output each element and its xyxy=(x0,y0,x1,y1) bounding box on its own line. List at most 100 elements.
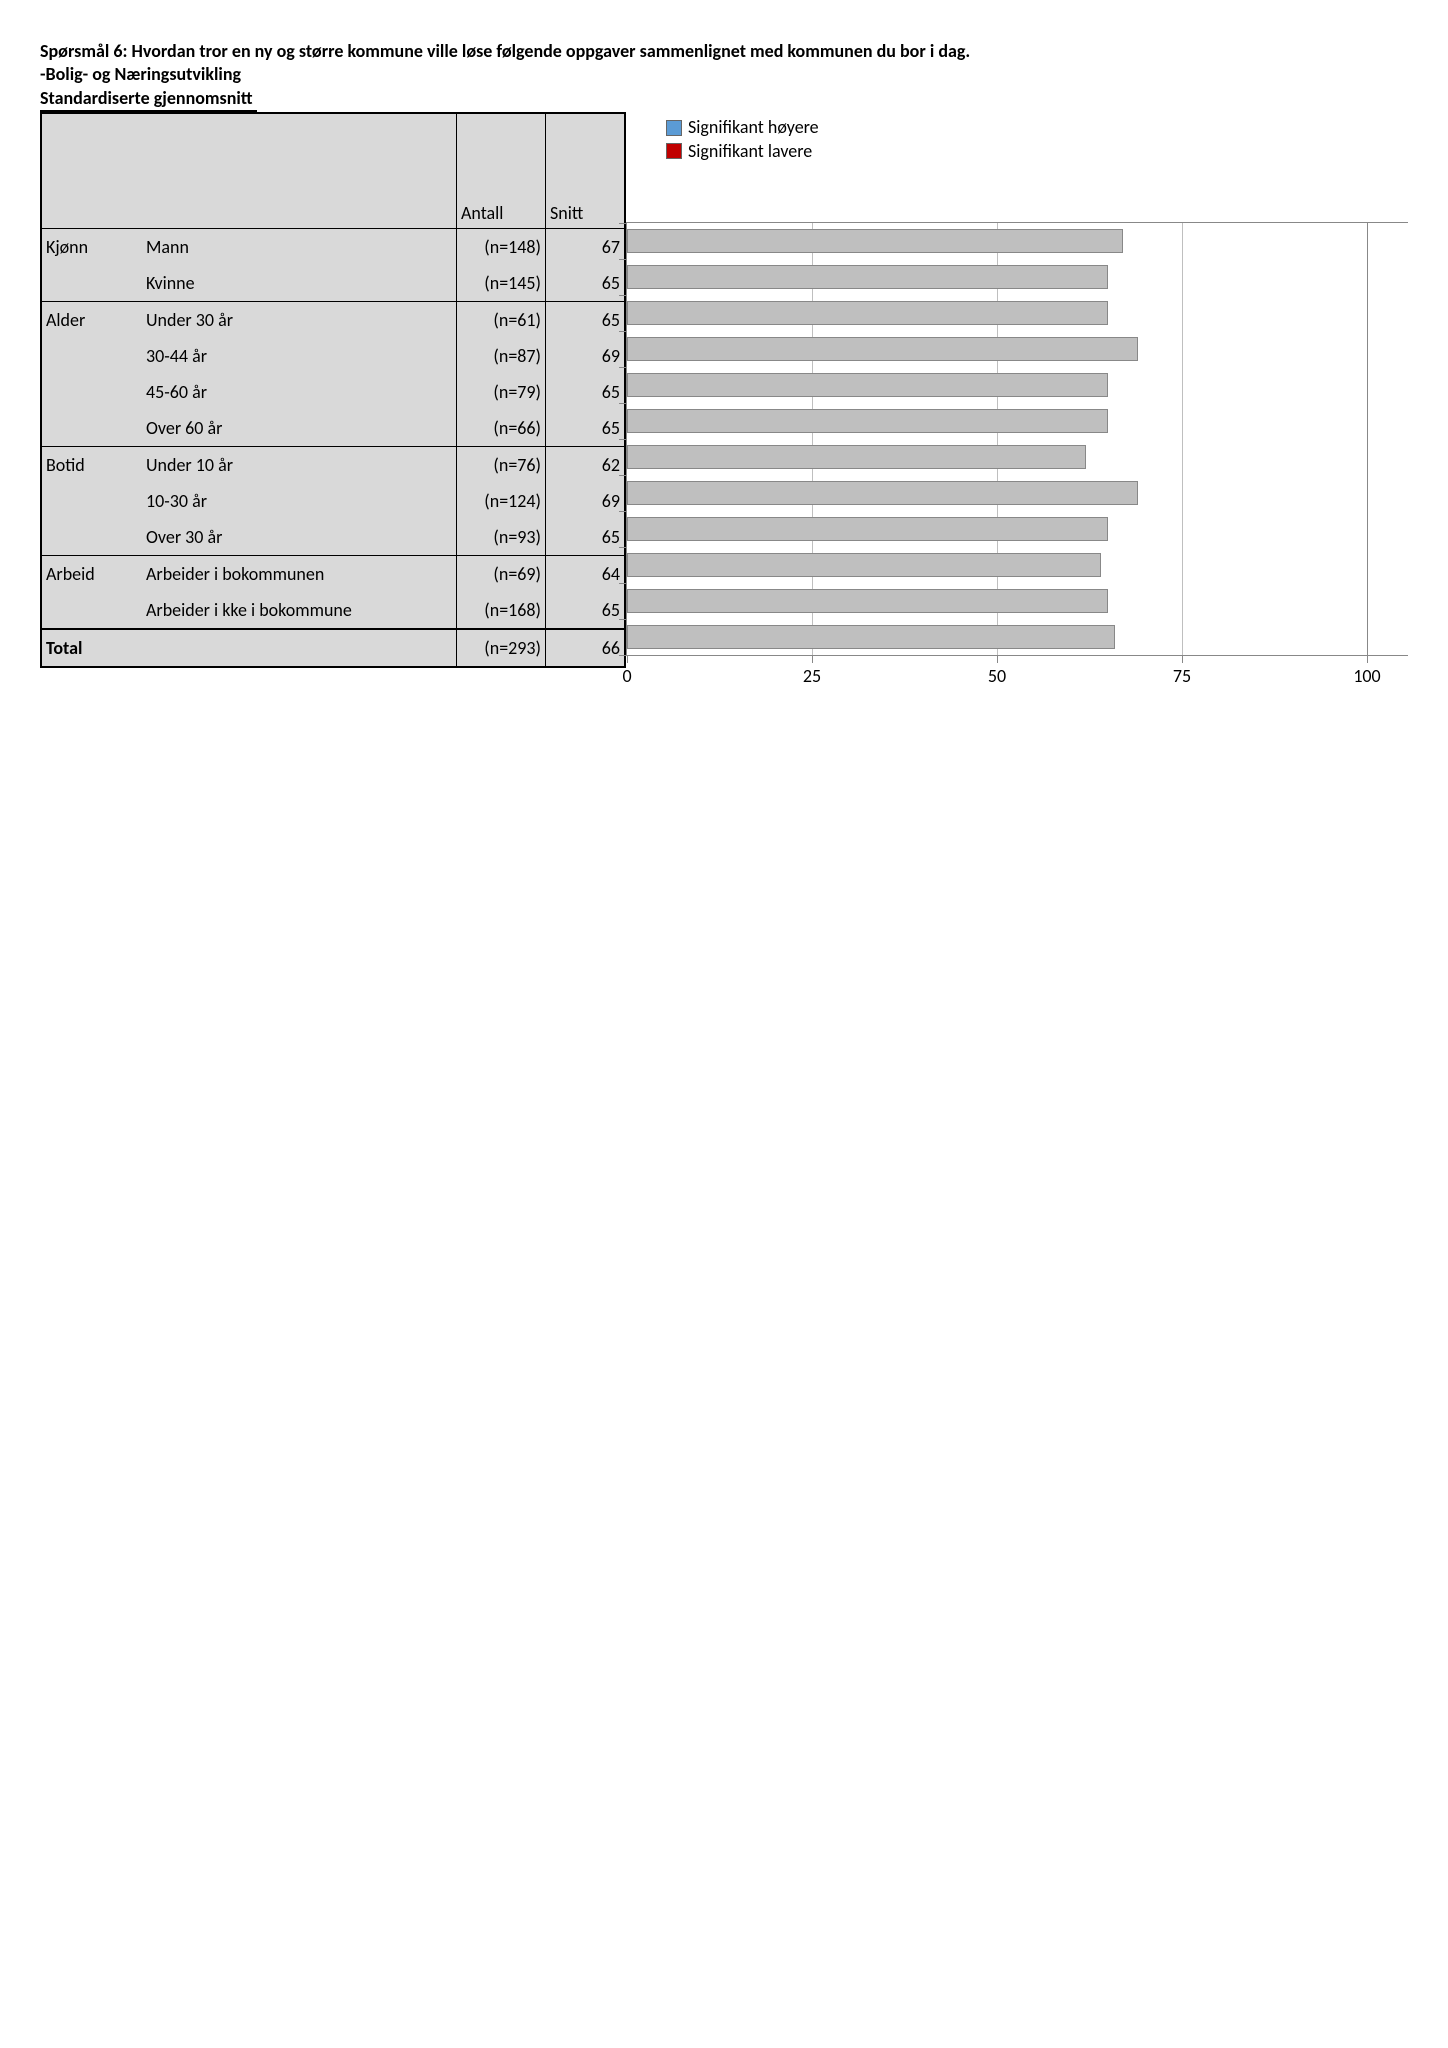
x-tick xyxy=(627,655,628,663)
chart-plot: 0255075100 xyxy=(626,223,1368,655)
label-cell: Mann xyxy=(146,229,457,266)
page-subtitle-1: -Bolig- og Næringsutvikling xyxy=(40,63,1408,86)
bar xyxy=(627,445,1086,469)
bar-row xyxy=(627,259,1367,295)
label-cell: Arbeider i kke i bokommune xyxy=(146,592,457,629)
y-tick xyxy=(619,547,627,548)
x-axis-label: 0 xyxy=(622,665,631,687)
bar xyxy=(627,481,1138,505)
y-tick xyxy=(619,439,627,440)
bar xyxy=(627,301,1108,325)
table-row: 45-60 år(n=79)65 xyxy=(41,374,625,410)
bar xyxy=(627,373,1108,397)
y-tick xyxy=(619,403,627,404)
bar xyxy=(627,625,1115,649)
y-tick xyxy=(619,331,627,332)
bar-row xyxy=(627,223,1367,259)
table-row: Arbeider i kke i bokommune(n=168)65 xyxy=(41,592,625,629)
x-axis-label: 50 xyxy=(988,665,1006,687)
bar xyxy=(627,409,1108,433)
table-row: 10-30 år(n=124)69 xyxy=(41,483,625,519)
label-cell: Under 10 år xyxy=(146,447,457,484)
snitt-cell: 65 xyxy=(546,374,626,410)
snitt-cell: 69 xyxy=(546,483,626,519)
total-row: Total (n=293) 66 xyxy=(41,629,625,667)
x-tick xyxy=(1367,655,1368,663)
group-cell: Arbeid xyxy=(41,556,146,593)
table-row: AlderUnder 30 år(n=61)65 xyxy=(41,302,625,339)
group-cell xyxy=(41,519,146,556)
x-axis-label: 25 xyxy=(803,665,821,687)
legend-label-hoyere: Signifikant høyere xyxy=(688,116,819,139)
col-header-antall: Antall xyxy=(457,113,546,229)
label-cell: Over 60 år xyxy=(146,410,457,447)
snitt-cell: 65 xyxy=(546,302,626,339)
x-tick xyxy=(997,655,998,663)
bar-row xyxy=(627,367,1367,403)
group-cell: Alder xyxy=(41,302,146,339)
y-tick xyxy=(619,259,627,260)
bar-row xyxy=(627,331,1367,367)
group-cell xyxy=(41,410,146,447)
group-cell xyxy=(41,592,146,629)
data-table: Antall Snitt KjønnMann(n=148)67Kvinne(n=… xyxy=(40,112,626,668)
y-tick xyxy=(619,583,627,584)
antall-cell: (n=66) xyxy=(457,410,546,447)
label-cell: 10-30 år xyxy=(146,483,457,519)
y-tick xyxy=(619,295,627,296)
group-cell: Botid xyxy=(41,447,146,484)
y-tick xyxy=(619,619,627,620)
bar-row xyxy=(627,511,1367,547)
label-cell: Kvinne xyxy=(146,265,457,302)
x-tick xyxy=(812,655,813,663)
legend-item-lavere: Signifikant lavere xyxy=(666,140,819,163)
y-tick xyxy=(619,655,627,656)
y-tick xyxy=(619,367,627,368)
y-tick xyxy=(619,223,627,224)
label-cell: Arbeider i bokommunen xyxy=(146,556,457,593)
total-snitt: 66 xyxy=(546,629,626,667)
bar-row xyxy=(627,295,1367,331)
legend-swatch-lavere xyxy=(666,143,682,159)
antall-cell: (n=124) xyxy=(457,483,546,519)
y-tick xyxy=(619,511,627,512)
y-tick xyxy=(619,475,627,476)
total-n: (n=293) xyxy=(457,629,546,667)
antall-cell: (n=148) xyxy=(457,229,546,266)
table-row: BotidUnder 10 år(n=76)62 xyxy=(41,447,625,484)
snitt-cell: 65 xyxy=(546,592,626,629)
bar xyxy=(627,517,1108,541)
bar xyxy=(627,589,1108,613)
group-cell xyxy=(41,265,146,302)
group-cell: Kjønn xyxy=(41,229,146,266)
col-header-snitt: Snitt xyxy=(546,113,626,229)
table-row: Over 60 år(n=66)65 xyxy=(41,410,625,447)
group-cell xyxy=(41,338,146,374)
snitt-cell: 65 xyxy=(546,519,626,556)
legend-swatch-hoyere xyxy=(666,120,682,136)
bar-row xyxy=(627,475,1367,511)
page-title: Spørsmål 6: Hvordan tror en ny og større… xyxy=(40,40,1408,63)
antall-cell: (n=76) xyxy=(457,447,546,484)
snitt-cell: 65 xyxy=(546,265,626,302)
bar-row xyxy=(627,547,1367,583)
x-axis-label: 75 xyxy=(1173,665,1191,687)
label-cell: Under 30 år xyxy=(146,302,457,339)
group-cell xyxy=(41,483,146,519)
snitt-cell: 67 xyxy=(546,229,626,266)
table-header-row: Antall Snitt xyxy=(41,113,625,229)
bar xyxy=(627,337,1138,361)
group-cell xyxy=(41,374,146,410)
bar-row xyxy=(627,439,1367,475)
antall-cell: (n=145) xyxy=(457,265,546,302)
antall-cell: (n=79) xyxy=(457,374,546,410)
antall-cell: (n=69) xyxy=(457,556,546,593)
page-subtitle-2: Standardiserte gjennomsnitt xyxy=(40,87,257,112)
bar-row xyxy=(627,619,1367,655)
snitt-cell: 69 xyxy=(546,338,626,374)
bar xyxy=(627,553,1101,577)
table-row: KjønnMann(n=148)67 xyxy=(41,229,625,266)
table-row: 30-44 år(n=87)69 xyxy=(41,338,625,374)
chart-legend: Signifikant høyere Signifikant lavere xyxy=(666,116,819,163)
bar xyxy=(627,265,1108,289)
